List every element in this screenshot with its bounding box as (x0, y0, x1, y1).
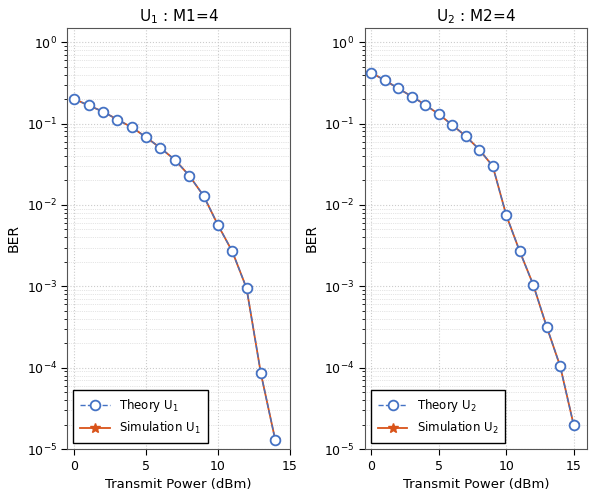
Simulation U$_2$ (435, 112, 443, 118)
Theory U$_1$ (214, 222, 222, 228)
Simulation U$_2$ (516, 248, 523, 254)
Simulation U$_2$ (462, 133, 469, 139)
Simulation U$_1$ (71, 96, 78, 102)
Simulation U$_1$ (143, 134, 150, 140)
Theory U$_2$ (422, 102, 429, 108)
Theory U$_2$ (530, 282, 537, 288)
Theory U$_2$ (462, 133, 469, 139)
Simulation U$_2$ (570, 422, 577, 428)
Line: Theory U$_1$: Theory U$_1$ (69, 94, 280, 445)
Theory U$_1$ (271, 437, 279, 443)
Theory U$_2$ (570, 422, 577, 428)
Theory U$_1$ (185, 172, 192, 178)
Y-axis label: BER: BER (305, 225, 318, 252)
Simulation U$_1$ (114, 117, 121, 123)
Simulation U$_1$ (100, 109, 107, 115)
Theory U$_1$ (257, 371, 264, 376)
Theory U$_1$ (171, 157, 178, 163)
Theory U$_1$ (157, 145, 164, 151)
Simulation U$_2$ (381, 77, 388, 83)
Simulation U$_1$ (229, 248, 236, 254)
Simulation U$_2$ (476, 146, 483, 152)
X-axis label: Transmit Power (dBm): Transmit Power (dBm) (403, 478, 549, 491)
Simulation U$_1$ (271, 437, 279, 443)
Simulation U$_2$ (557, 363, 564, 369)
Theory U$_2$ (435, 112, 443, 118)
Simulation U$_2$ (408, 94, 415, 100)
Theory U$_2$ (381, 77, 388, 83)
Line: Simulation U$_2$: Simulation U$_2$ (366, 68, 579, 429)
Theory U$_2$ (543, 324, 550, 330)
Simulation U$_1$ (85, 103, 92, 109)
Theory U$_1$ (71, 96, 78, 102)
Title: $\mathrm{U_1}$ : M1=4: $\mathrm{U_1}$ : M1=4 (138, 7, 219, 25)
Theory U$_2$ (448, 122, 456, 128)
Simulation U$_1$ (214, 222, 222, 228)
Simulation U$_2$ (448, 122, 456, 128)
Simulation U$_1$ (128, 124, 135, 130)
Simulation U$_2$ (543, 324, 550, 330)
Y-axis label: BER: BER (7, 225, 21, 252)
Simulation U$_2$ (368, 70, 375, 76)
Theory U$_1$ (143, 134, 150, 140)
X-axis label: Transmit Power (dBm): Transmit Power (dBm) (105, 478, 252, 491)
Simulation U$_2$ (489, 163, 497, 169)
Theory U$_2$ (557, 363, 564, 369)
Simulation U$_2$ (422, 102, 429, 108)
Simulation U$_1$ (157, 145, 164, 151)
Theory U$_1$ (114, 117, 121, 123)
Line: Theory U$_2$: Theory U$_2$ (366, 68, 579, 429)
Theory U$_1$ (100, 109, 107, 115)
Theory U$_1$ (85, 103, 92, 109)
Legend: Theory U$_2$, Simulation U$_2$: Theory U$_2$, Simulation U$_2$ (371, 390, 505, 443)
Theory U$_2$ (476, 146, 483, 152)
Theory U$_2$ (408, 94, 415, 100)
Theory U$_1$ (200, 193, 207, 199)
Theory U$_2$ (368, 70, 375, 76)
Simulation U$_2$ (503, 212, 510, 218)
Legend: Theory U$_1$, Simulation U$_1$: Theory U$_1$, Simulation U$_1$ (73, 390, 208, 443)
Simulation U$_2$ (530, 282, 537, 288)
Theory U$_1$ (243, 285, 250, 291)
Theory U$_2$ (489, 163, 497, 169)
Simulation U$_1$ (257, 371, 264, 376)
Simulation U$_1$ (171, 157, 178, 163)
Line: Simulation U$_1$: Simulation U$_1$ (69, 94, 280, 445)
Theory U$_1$ (229, 248, 236, 254)
Theory U$_2$ (503, 212, 510, 218)
Simulation U$_1$ (200, 193, 207, 199)
Theory U$_2$ (516, 248, 523, 254)
Theory U$_1$ (128, 124, 135, 130)
Simulation U$_1$ (185, 172, 192, 178)
Title: $\mathrm{U_2}$ : M2=4: $\mathrm{U_2}$ : M2=4 (436, 7, 516, 25)
Theory U$_2$ (395, 86, 402, 92)
Simulation U$_1$ (243, 285, 250, 291)
Simulation U$_2$ (395, 86, 402, 92)
